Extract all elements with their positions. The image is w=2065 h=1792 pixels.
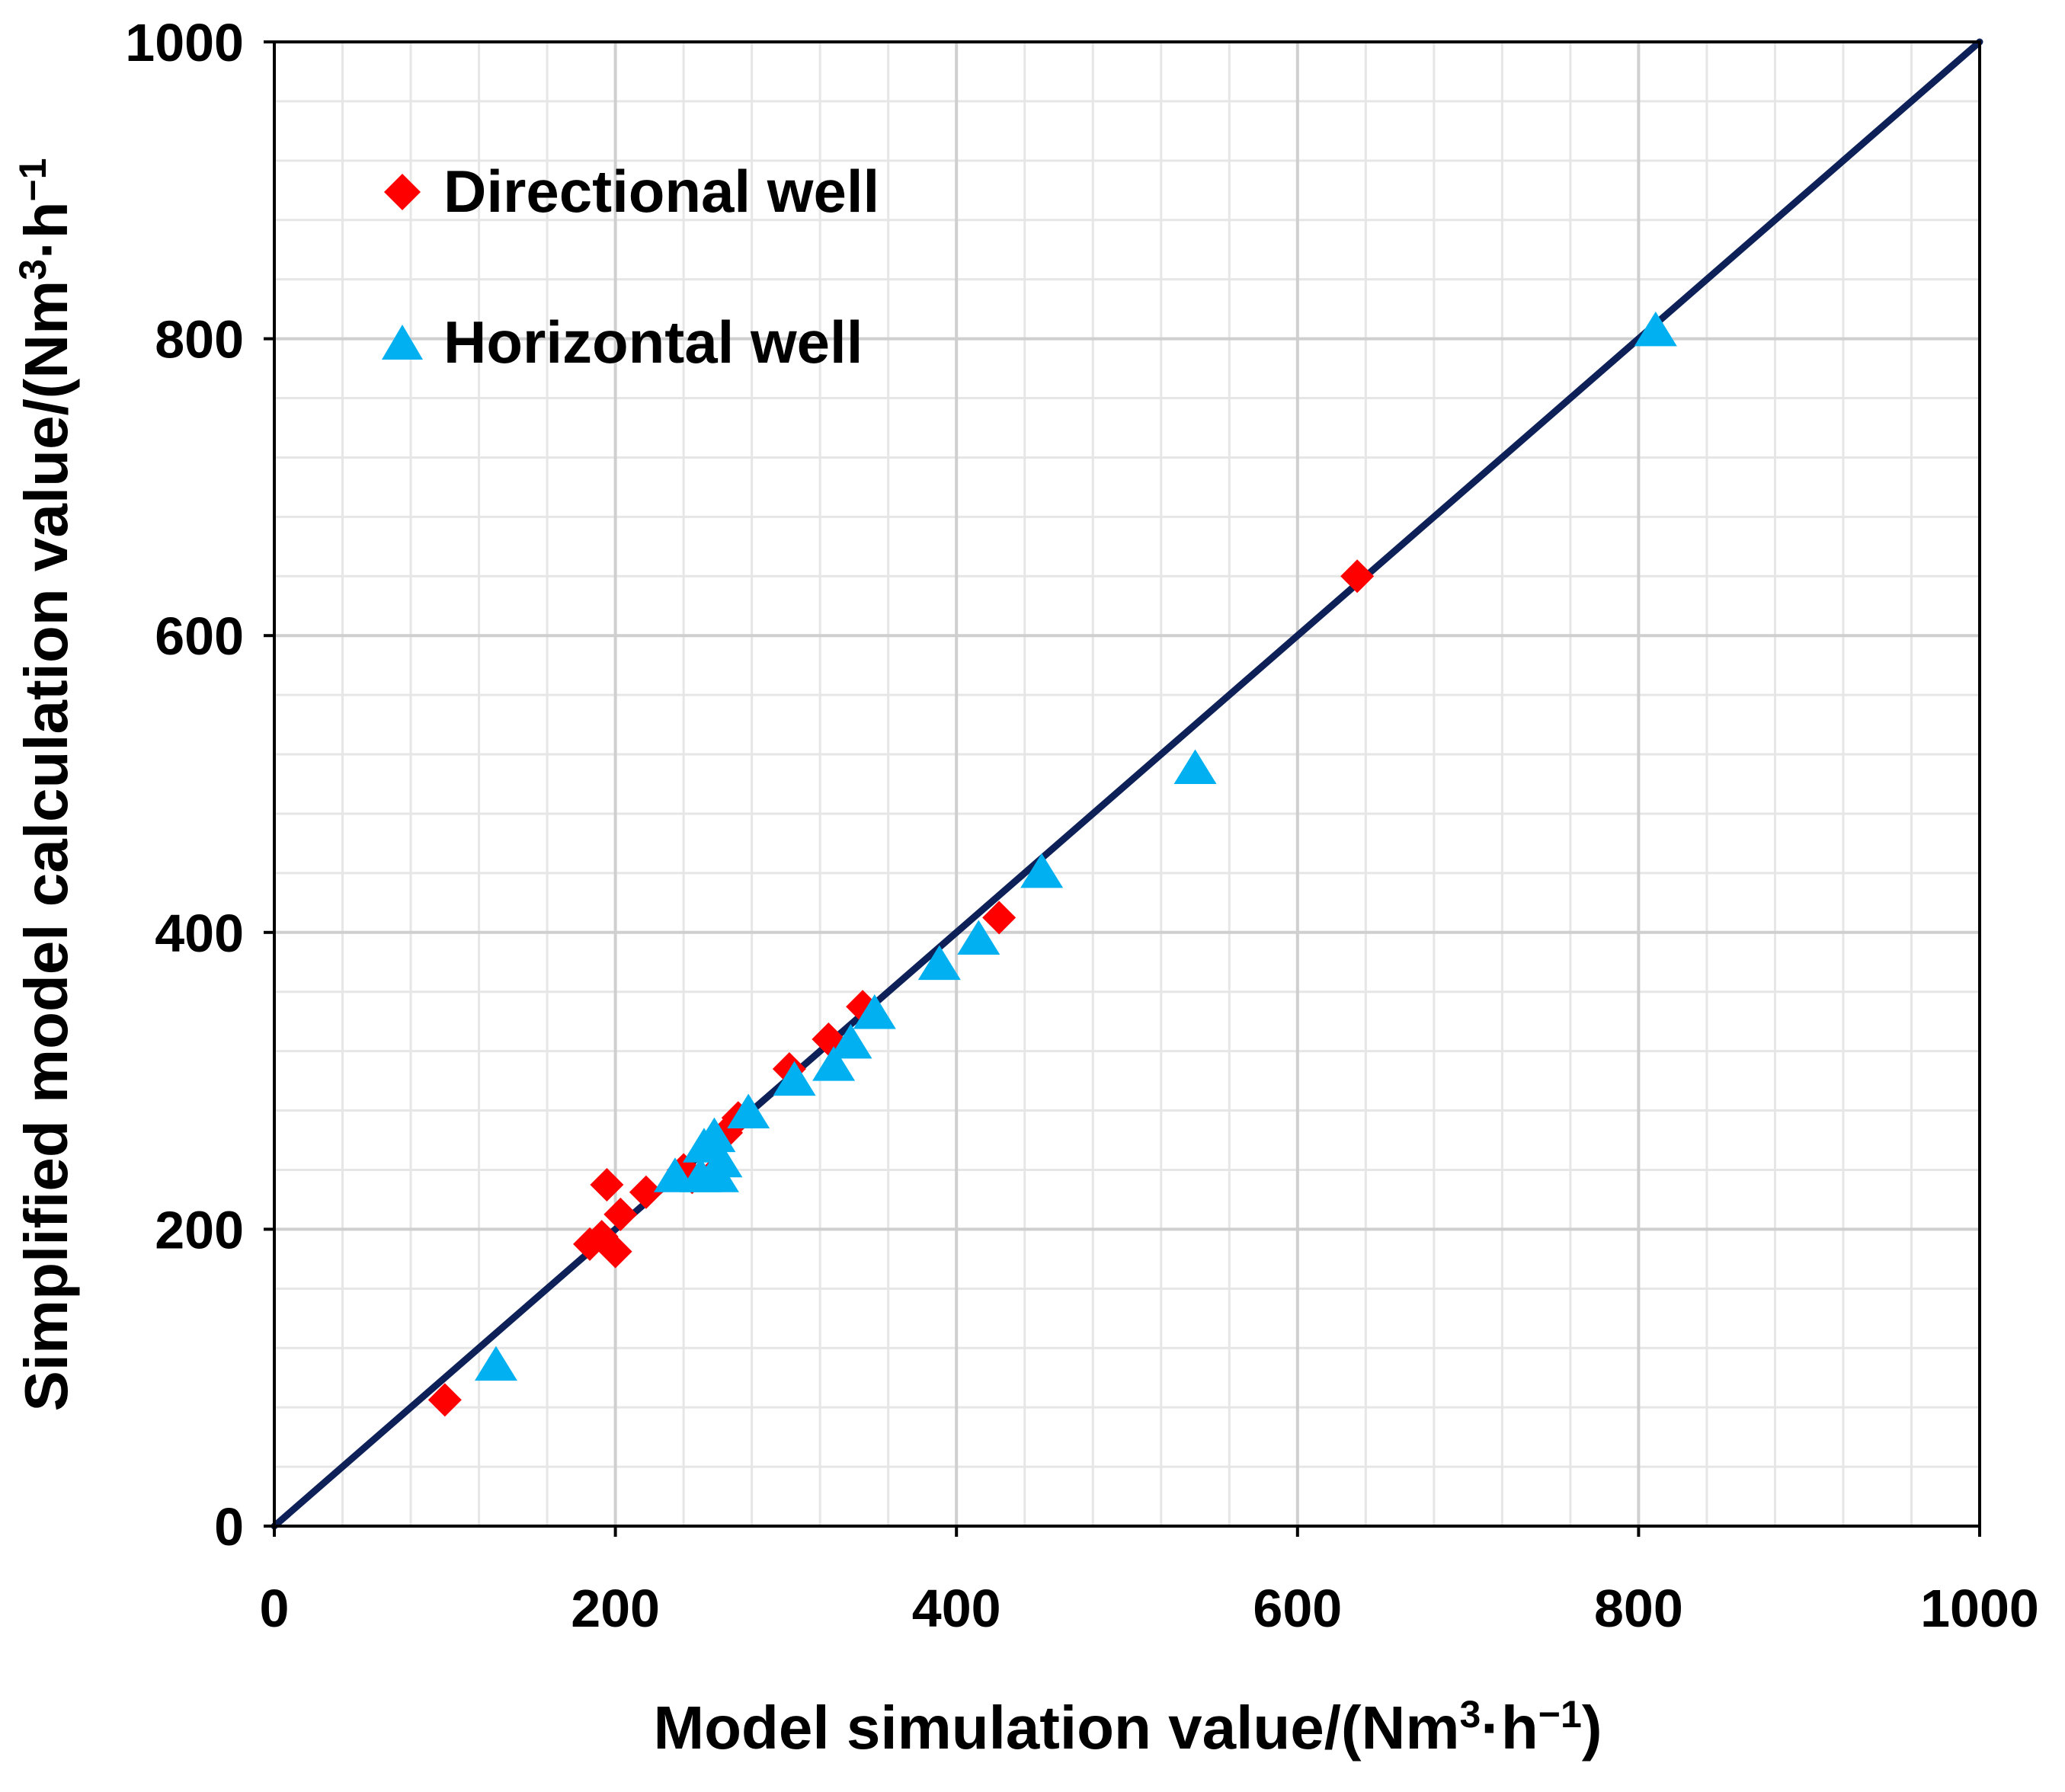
y-tick-label: 1000 xyxy=(125,13,244,72)
point-horizontal-well xyxy=(1173,749,1217,785)
y-tick-label: 200 xyxy=(155,1200,244,1259)
x-axis-title: Model simulation value/(Nm3·h−1) xyxy=(654,1693,1602,1762)
point-horizontal-well xyxy=(853,994,896,1029)
point-horizontal-well xyxy=(812,1046,856,1081)
point-directional-well xyxy=(1340,559,1375,594)
y-axis-title: Simplified model calculation value/(Nm3·… xyxy=(11,158,80,1411)
y-tick-label: 400 xyxy=(155,904,244,963)
point-directional-well xyxy=(590,1167,624,1202)
data-points xyxy=(427,311,1677,1417)
x-tick-label: 800 xyxy=(1594,1579,1683,1638)
x-tick-label: 1000 xyxy=(1920,1579,2039,1638)
legend: Directional well Horizontal well xyxy=(382,158,879,376)
plot-frame xyxy=(273,40,1981,1528)
x-tick-label: 200 xyxy=(571,1579,660,1638)
point-directional-well xyxy=(427,1383,462,1417)
point-horizontal-well xyxy=(1634,311,1677,347)
point-directional-well xyxy=(598,1234,632,1269)
x-tick-label: 0 xyxy=(260,1579,290,1638)
y-tick-labels: 0 200 400 600 800 1000 xyxy=(125,13,274,1557)
legend-marker-directional-well xyxy=(384,174,421,210)
point-directional-well xyxy=(629,1175,663,1209)
x-tick-label: 600 xyxy=(1253,1579,1342,1638)
point-horizontal-well xyxy=(1020,853,1064,888)
point-horizontal-well xyxy=(474,1346,517,1381)
point-directional-well xyxy=(603,1197,638,1231)
legend-label-directional-well: Directional well xyxy=(443,158,879,225)
x-tick-label: 400 xyxy=(912,1579,1001,1638)
y-tick-label: 600 xyxy=(155,606,244,666)
legend-marker-horizontal-well xyxy=(382,325,423,360)
point-horizontal-well xyxy=(917,945,961,981)
y-tick-label: 0 xyxy=(214,1497,244,1557)
point-horizontal-well xyxy=(957,920,1000,955)
point-horizontal-well xyxy=(829,1023,872,1059)
y-tick-label: 800 xyxy=(155,310,244,370)
legend-label-horizontal-well: Horizontal well xyxy=(443,309,863,376)
point-horizontal-well xyxy=(700,1142,743,1178)
point-horizontal-well xyxy=(773,1061,816,1096)
x-tick-labels: 0 200 400 600 800 1000 xyxy=(260,1526,2039,1638)
point-directional-well xyxy=(982,901,1016,935)
point-horizontal-well xyxy=(693,1117,736,1153)
reference-line-group xyxy=(271,38,1983,1530)
reference-line-y-equals-x xyxy=(271,38,1983,1530)
grid xyxy=(274,42,1980,1526)
point-horizontal-well xyxy=(727,1093,770,1128)
